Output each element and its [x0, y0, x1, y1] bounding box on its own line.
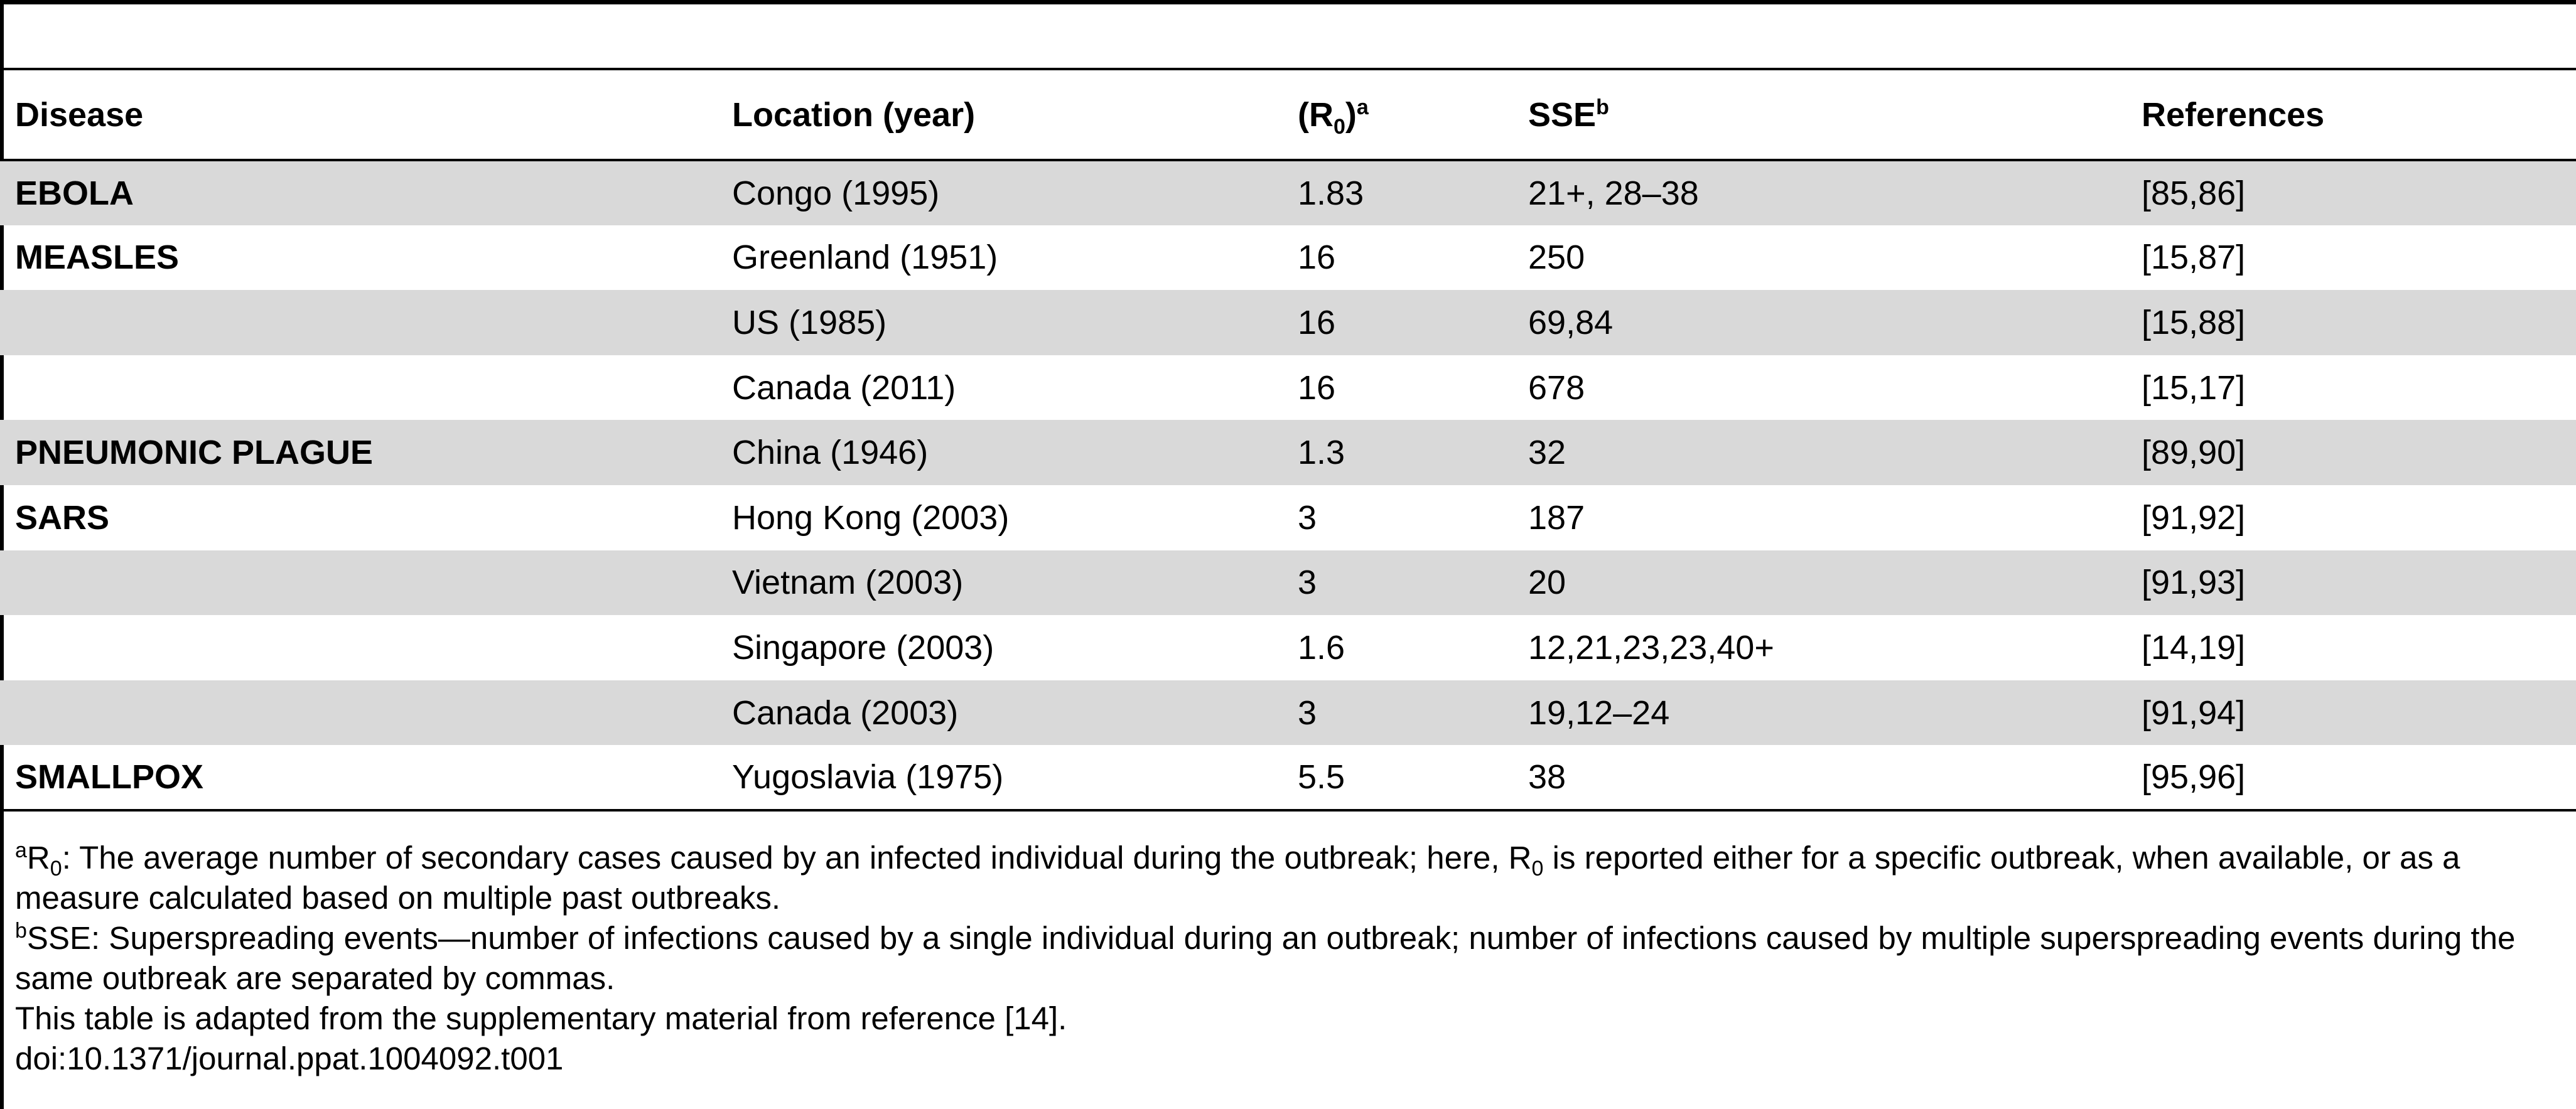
cell-location: Singapore (2003) — [732, 628, 994, 667]
cell-references: [91,94] — [2142, 680, 2576, 746]
cell-location: Canada (2003) — [732, 680, 1298, 746]
cell-r0: 3 — [1298, 498, 1317, 537]
cell-location: Canada (2011) — [732, 368, 956, 407]
cell-r0: 1.3 — [1298, 420, 1528, 485]
cell-disease — [0, 615, 732, 680]
table-container: Disease Location (year) (R0)a SSEb Refer… — [0, 68, 2576, 812]
cell-references: [15,17] — [2142, 368, 2246, 407]
table-row: US (1985) 16 69,84 [15,88] — [0, 290, 2576, 355]
table-row: PNEUMONIC PLAGUE China (1946) 1.3 32 [89,90] — [0, 420, 2576, 485]
outbreak-table: Disease Location (year) (R0)a SSEb Refer… — [0, 68, 2576, 812]
cell-sse: 678 — [1528, 368, 1585, 407]
cell-references: [85,86] — [2142, 160, 2576, 225]
cell-location: US (1985) — [732, 290, 1298, 355]
cell-r0: 5.5 — [1298, 745, 1528, 812]
cell-disease: EBOLA — [0, 160, 732, 225]
cell-r0: 16 — [1298, 368, 1336, 407]
cell-disease — [0, 550, 732, 616]
cell-sse: 38 — [1528, 745, 2142, 812]
cell-r0: 3 — [1298, 680, 1528, 746]
header-references: References — [2142, 68, 2576, 161]
cell-location: Greenland (1951) — [732, 238, 998, 277]
table-row: Singapore (2003) 1.6 12,21,23,23,40+ [14,19… — [0, 615, 2576, 680]
cell-references: [14,19] — [2142, 628, 2246, 667]
table-row: SMALLPOX Yugoslavia (1975) 5.5 38 [95,96] — [0, 745, 2576, 812]
cell-disease — [0, 680, 732, 746]
cell-references: [15,87] — [2142, 238, 2246, 277]
footnote-adapted: This table is adapted from the supplemen… — [15, 1000, 1067, 1036]
table-row: EBOLA Congo (1995) 1.83 21+, 28–38 [85,86] — [0, 160, 2576, 225]
footnote-b: bSSE: Superspreading events—number of in… — [15, 919, 2516, 996]
cell-location: Hong Kong (2003) — [732, 498, 1010, 537]
header-sse: SSEb — [1528, 68, 2142, 161]
table-row: Canada (2011) 16 678 [15,17] — [0, 355, 2576, 421]
header-location: Location (year) — [732, 68, 1298, 161]
cell-sse: 19,12–24 — [1528, 680, 2142, 746]
top-rule — [0, 0, 2576, 4]
footnote-doi: doi:10.1371/journal.ppat.1004092.t001 — [15, 1041, 564, 1076]
cell-location: Vietnam (2003) — [732, 550, 1298, 616]
cell-r0: 1.6 — [1298, 628, 1345, 667]
cell-references: [15,88] — [2142, 290, 2576, 355]
cell-disease: SARS — [15, 498, 110, 537]
table-row: SARS Hong Kong (2003) 3 187 [91,92] — [0, 485, 2576, 550]
cell-r0: 16 — [1298, 238, 1336, 277]
header-r0: (R0)a — [1298, 68, 1528, 161]
cell-disease: SMALLPOX — [0, 745, 732, 812]
cell-location: China (1946) — [732, 420, 1298, 485]
cell-sse: 69,84 — [1528, 290, 2142, 355]
table-body: EBOLA Congo (1995) 1.83 21+, 28–38 [85,86] ME… — [0, 160, 2576, 812]
table-row: Canada (2003) 3 19,12–24 [91,94] — [0, 680, 2576, 746]
cell-references: [89,90] — [2142, 420, 2576, 485]
table-row: Vietnam (2003) 3 20 [91,93] — [0, 550, 2576, 616]
cell-r0: 3 — [1298, 550, 1528, 616]
header-row: Disease Location (year) (R0)a SSEb Refer… — [0, 68, 2576, 161]
cell-r0: 16 — [1298, 290, 1528, 355]
cell-disease — [0, 355, 732, 421]
footnote-a: aR0: The average number of secondary cas… — [15, 838, 2460, 916]
cell-references: [91,93] — [2142, 550, 2576, 616]
cell-sse: 12,21,23,23,40+ — [1528, 628, 1774, 667]
cell-location: Yugoslavia (1975) — [732, 745, 1298, 812]
cell-sse: 20 — [1528, 550, 2142, 616]
cell-references: [91,92] — [2142, 498, 2246, 537]
cell-sse: 21+, 28–38 — [1528, 160, 2142, 225]
table-footnotes: aR0: The average number of secondary cas… — [15, 838, 2573, 1079]
cell-disease — [0, 290, 732, 355]
table-row: MEASLES Greenland (1951) 16 250 [15,87] — [0, 225, 2576, 291]
cell-disease: PNEUMONIC PLAGUE — [0, 420, 732, 485]
cell-sse: 32 — [1528, 420, 2142, 485]
cell-disease: MEASLES — [15, 238, 180, 277]
cell-location: Congo (1995) — [732, 160, 1298, 225]
cell-sse: 187 — [1528, 498, 1585, 537]
cell-sse: 250 — [1528, 238, 1585, 277]
cell-r0: 1.83 — [1298, 160, 1528, 225]
header-disease: Disease — [0, 68, 732, 161]
cell-references: [95,96] — [2142, 745, 2576, 812]
